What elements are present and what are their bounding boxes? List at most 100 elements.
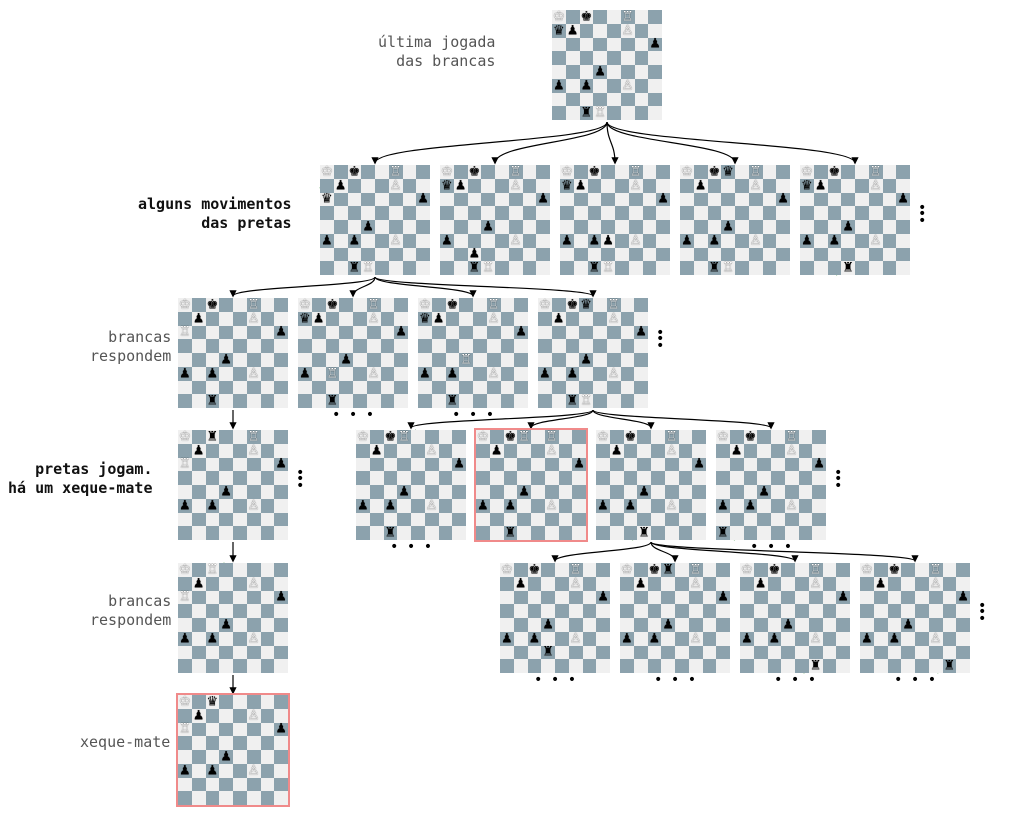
- piece: ♙: [248, 577, 260, 590]
- piece: ♙: [608, 367, 620, 380]
- chess-board: ♔♚♖♟♙♟♟♟♟♙♜: [500, 563, 610, 673]
- piece: ♔: [441, 165, 453, 178]
- piece: ♟: [299, 367, 311, 380]
- piece: ♟: [662, 618, 674, 631]
- piece: ♚: [625, 430, 637, 443]
- piece: ♟: [335, 179, 347, 192]
- piece: ♖: [786, 430, 798, 443]
- piece: ♜: [717, 527, 729, 540]
- piece: ♟: [505, 499, 517, 512]
- piece: ♙: [248, 367, 260, 380]
- piece: ♖: [870, 165, 882, 178]
- piece: ♖: [368, 298, 380, 311]
- piece: ♖: [608, 298, 620, 311]
- piece: ♖: [179, 458, 191, 471]
- piece: ♜: [589, 262, 601, 275]
- chess-board: ♔♚♖♛♟♙♟♖♟♟♙♜: [418, 298, 528, 408]
- piece: ♟: [542, 618, 554, 631]
- row-label: alguns movimentos das pretas: [138, 195, 292, 233]
- piece: ♜: [709, 262, 721, 275]
- piece: ♟: [220, 750, 232, 763]
- piece: ♛: [207, 695, 219, 708]
- piece: ♛: [419, 312, 431, 325]
- piece: ♖: [248, 298, 260, 311]
- piece: ♖: [666, 430, 678, 443]
- piece: ♟: [275, 723, 287, 736]
- piece: ♖: [602, 262, 614, 275]
- piece: ♟: [275, 458, 287, 471]
- piece: ♛: [553, 24, 565, 37]
- piece: ♔: [553, 10, 565, 23]
- piece: ♔: [179, 430, 191, 443]
- piece: ♛: [801, 179, 813, 192]
- piece: ♔: [561, 165, 573, 178]
- piece: ♟: [220, 353, 232, 366]
- piece: ♟: [681, 234, 693, 247]
- piece: ♙: [570, 577, 582, 590]
- piece: ♙: [622, 79, 634, 92]
- ellipsis: • • •: [834, 470, 842, 489]
- piece: ♟: [573, 458, 585, 471]
- piece: ♟: [275, 591, 287, 604]
- piece: ♚: [649, 563, 661, 576]
- piece: ♙: [786, 499, 798, 512]
- piece: ♖: [630, 165, 642, 178]
- piece: ♙: [810, 577, 822, 590]
- piece: ♟: [722, 220, 734, 233]
- piece: ♚: [327, 298, 339, 311]
- chess-board: ♔♚♖♖♟♙♟♟♟♟♙♜: [476, 430, 586, 540]
- piece: ♜: [567, 395, 579, 408]
- piece: ♟: [594, 65, 606, 78]
- piece: ♛: [299, 312, 311, 325]
- piece: ♟: [889, 632, 901, 645]
- piece: ♔: [477, 430, 489, 443]
- piece: ♖: [594, 107, 606, 120]
- chess-board: ♔♜♖♟♙♖♟♟♟♟♙: [178, 430, 288, 540]
- piece: ♟: [815, 179, 827, 192]
- piece: ♖: [622, 10, 634, 23]
- piece: ♟: [491, 444, 503, 457]
- piece: ♔: [299, 298, 311, 311]
- piece: ♚: [829, 165, 841, 178]
- piece: ♜: [505, 527, 517, 540]
- piece: ♟: [693, 458, 705, 471]
- piece: ♟: [482, 220, 494, 233]
- piece: ♟: [207, 764, 219, 777]
- piece: ♟: [179, 764, 191, 777]
- piece: ♟: [349, 234, 361, 247]
- piece: ♟: [709, 234, 721, 247]
- piece: ♟: [539, 367, 551, 380]
- piece: ♟: [597, 591, 609, 604]
- ellipsis: • • •: [918, 205, 926, 224]
- piece: ♜: [944, 660, 956, 673]
- piece: ♙: [870, 179, 882, 192]
- piece: ♟: [207, 367, 219, 380]
- piece: ♖: [482, 262, 494, 275]
- piece: ♟: [638, 485, 650, 498]
- ellipsis: • • •: [894, 677, 936, 683]
- piece: ♙: [248, 499, 260, 512]
- piece: ♖: [930, 563, 942, 576]
- piece: ♖: [518, 430, 530, 443]
- piece: ♜: [662, 563, 674, 576]
- chess-board: ♔♚♜♖♟♙♟♟♟♟♙: [620, 563, 730, 673]
- piece: ♔: [801, 165, 813, 178]
- piece: ♛: [722, 165, 734, 178]
- piece: ♛: [561, 179, 573, 192]
- chess-board: ♔♚♖♟♙♟♟♟♟♙♜: [356, 430, 466, 540]
- chess-board: ♔♚♖♛♟♙♟♟♟♙♟♜♖: [440, 165, 550, 275]
- piece: ♖: [750, 165, 762, 178]
- piece: ♟: [357, 499, 369, 512]
- ellipsis: • • •: [774, 677, 816, 683]
- piece: ♟: [782, 618, 794, 631]
- piece: ♙: [870, 234, 882, 247]
- piece: ♙: [488, 312, 500, 325]
- piece: ♔: [501, 563, 513, 576]
- piece: ♚: [589, 165, 601, 178]
- piece: ♟: [611, 444, 623, 457]
- piece: ♟: [861, 632, 873, 645]
- piece: ♖: [179, 723, 191, 736]
- piece: ♙: [810, 632, 822, 645]
- piece: ♔: [741, 563, 753, 576]
- piece: ♟: [597, 499, 609, 512]
